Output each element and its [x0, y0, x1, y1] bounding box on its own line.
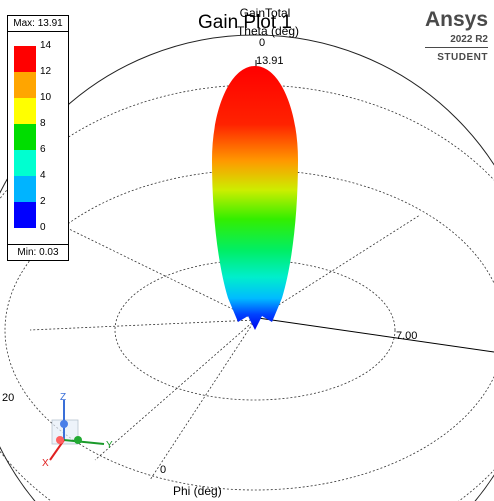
color-legend: Max: 13.91 14 12 10 8 6 4 2 0 Min: 0.03 — [7, 15, 69, 261]
radial-label-20: 20 — [2, 392, 15, 404]
grid-line — [94, 319, 256, 461]
legend-swatch — [14, 150, 36, 176]
brand-release: 2022 R2 — [424, 34, 488, 48]
legend-min: Min: 0.03 — [8, 244, 68, 258]
grid-line — [254, 214, 421, 321]
x-axis-knob — [56, 436, 64, 444]
legend-swatch — [14, 176, 36, 202]
legend-swatch — [14, 124, 36, 150]
phi-axis-label: Phi (deg) — [173, 484, 222, 498]
theta-axis-label: Theta (deg) — [236, 24, 300, 38]
legend-swatch — [14, 72, 36, 98]
legend-max: Max: 13.91 — [8, 18, 68, 32]
legend-swatch — [14, 46, 36, 72]
x-axis-label: X — [42, 458, 49, 469]
z-axis-label: Z — [60, 392, 66, 403]
phi-tick-label: 0 — [160, 464, 167, 476]
legend-tick: 14 — [40, 40, 52, 51]
legend-tick: 12 — [40, 66, 52, 77]
phi-axis-line — [257, 317, 494, 353]
legend-tick: 8 — [40, 118, 46, 129]
grid-line — [29, 319, 256, 331]
plot-title: Gain Plot 1 — [198, 12, 292, 33]
quantity-label: GainTotal — [239, 6, 291, 20]
legend-tick: 6 — [40, 144, 46, 155]
legend-swatch — [14, 98, 36, 124]
y-axis-arrow — [63, 439, 105, 445]
legend-tick: 10 — [40, 92, 52, 103]
y-axis-label: Y — [106, 440, 113, 451]
z-axis-knob — [60, 420, 68, 428]
grid-line — [149, 319, 256, 481]
theta-tick-label: 0 — [259, 37, 266, 49]
brand-license: STUDENT — [437, 52, 488, 63]
ansys-logo: Ansys 2022 R2 STUDENT — [424, 8, 488, 63]
legend-tick: 0 — [40, 222, 46, 233]
peak-value-label: 13.91 — [256, 55, 284, 67]
legend-tick: 2 — [40, 196, 46, 207]
legend-tick: 4 — [40, 170, 46, 181]
y-axis-knob — [74, 436, 82, 444]
legend-swatch — [14, 202, 36, 228]
radiation-lobe — [212, 66, 298, 330]
radial-label-7: 7.00 — [396, 330, 418, 342]
outer-sphere — [0, 34, 494, 501]
brand-name: Ansys — [424, 8, 488, 31]
